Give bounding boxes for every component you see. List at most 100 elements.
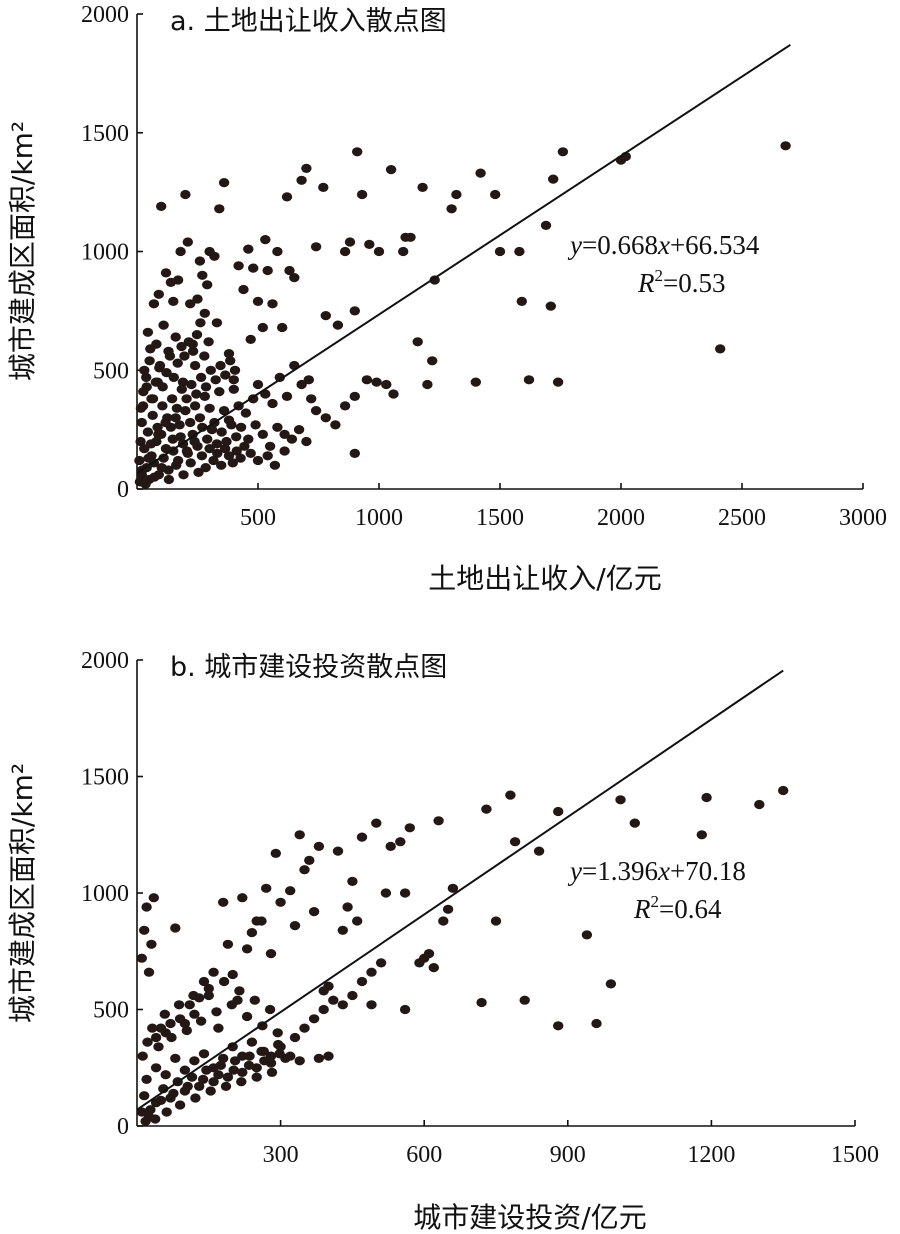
chartb-point [347,990,358,1001]
chartb-point [270,848,281,859]
charta-point [171,460,182,470]
charta-point [296,175,307,185]
charta-x-tick-label: 3000 [839,505,887,531]
chartb-title: b. 城市建设投资散点图 [170,652,447,683]
charta-point [142,427,154,437]
charta-point [281,391,293,401]
charta-point [158,453,169,463]
charta-point [170,332,181,342]
charta-point [210,375,221,385]
charta-point [371,377,382,387]
charta-point [153,289,164,299]
charta-point [269,460,281,470]
chartb-point [285,886,296,896]
charta-point [422,379,433,390]
charta-point [147,394,159,404]
charta-point [451,189,462,200]
charta-point [223,349,235,359]
chartb-point [168,1088,179,1098]
chartb-point [476,997,487,1008]
charta-point [490,189,501,200]
charta-point [160,417,171,428]
chartb-point [160,1070,171,1080]
charta-point [226,420,237,430]
chartb-point [170,1053,181,1063]
charta-point [191,330,203,340]
charta-point [250,420,261,430]
chartb-point [442,904,454,914]
charta-point [417,182,428,192]
chartb-point [139,1091,150,1101]
charta-point [181,394,192,404]
chartb-point [218,1053,229,1063]
charta-point [172,358,183,368]
charta-point [177,377,189,387]
charta-point [189,360,201,371]
chartb-point [438,916,449,926]
charta-point [196,451,208,461]
chartb-y-tick-label: 0 [117,1114,129,1140]
charta-point [157,382,168,392]
charta-point [296,379,307,390]
charta-point [204,403,215,413]
chartb-point [189,1009,200,1019]
charta-point [279,446,290,456]
chartb-x-tick-label: 1500 [831,1142,879,1168]
chartb-point [145,1105,156,1115]
charta-point [277,322,288,333]
chartb-point [414,958,425,968]
chartb-point [213,1023,224,1033]
charta-point [216,427,227,437]
charta-eq-slope: =0.668 [582,230,658,260]
chartb-point [509,837,521,847]
chartb-point [198,976,210,987]
charta-point [149,472,160,482]
charta-point [220,370,231,380]
charta-point [248,263,259,273]
charta-point [219,444,231,454]
chartb-point [328,995,339,1005]
charta-point [156,201,167,211]
charta-point [281,192,293,202]
charta-fit-line [136,44,791,475]
chartb-point [266,1067,278,1077]
chartb-point [173,1000,185,1010]
charta-x-tick-label: 500 [240,505,276,531]
chartb-point [332,846,344,856]
chartb-point [181,1025,192,1036]
charta-y-tick-label: 1000 [81,240,129,266]
chartb-point [222,1072,234,1082]
charta-point [135,403,147,413]
charta-point [142,327,154,337]
charta-point [274,372,285,382]
charta-point [134,455,145,466]
charta-point [388,389,399,399]
chartb-point [754,799,765,810]
charta-point [229,365,241,375]
chartb-point [136,953,147,963]
charta-point [157,401,168,411]
chartb-point [228,1065,239,1075]
chartb-point [356,832,368,842]
chartb-point [591,1018,602,1029]
charta-point [192,294,203,304]
chartb-point [323,1051,334,1061]
chartb-point [308,907,320,917]
charta-point [373,246,385,257]
charta-point [158,320,169,330]
chartb-points [136,785,789,1126]
chartb-r-symbol: R [633,894,651,924]
charta-point [318,182,329,192]
charta-point [293,425,305,435]
charta-point [154,363,165,373]
charta-point [301,436,312,447]
chartb-point [147,1023,158,1033]
charta-point [166,394,178,404]
charta-point [160,268,172,278]
chartb-point [213,1070,224,1080]
charta-point [186,379,197,390]
charta-point [145,344,156,354]
charta-point [145,439,157,449]
charta-point [191,389,202,399]
